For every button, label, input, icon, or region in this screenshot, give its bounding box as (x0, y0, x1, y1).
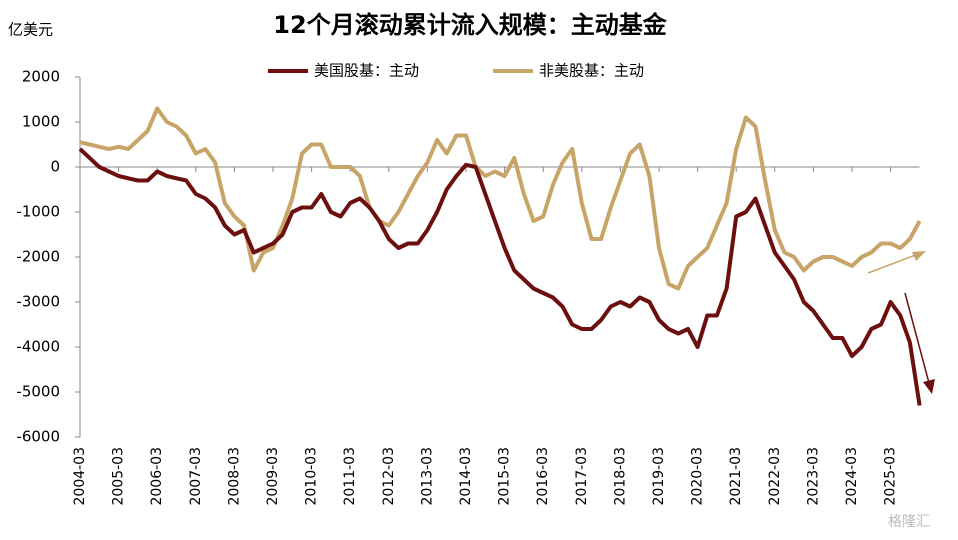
x-tick-label: 2020-03 (690, 447, 706, 506)
y-tick-label: -2000 (16, 248, 60, 266)
x-tick-label: 2021-03 (728, 447, 744, 506)
trend-arrow (904, 292, 930, 384)
y-tick-label: 0 (50, 158, 60, 176)
x-tick-label: 2015-03 (497, 447, 513, 506)
x-tick-label: 2018-03 (612, 447, 628, 506)
y-tick-label: -3000 (16, 293, 60, 311)
y-tick-label: 1000 (22, 113, 60, 131)
x-tick-label: 2019-03 (651, 447, 667, 506)
y-tick-label: -6000 (16, 428, 60, 446)
y-tick-label: -4000 (16, 338, 60, 356)
x-tick-label: 2024-03 (844, 447, 860, 506)
y-tick-label: -5000 (16, 383, 60, 401)
x-tick-label: 2009-03 (265, 447, 281, 506)
trend-arrow (867, 253, 919, 274)
watermark: 格隆汇 (888, 514, 930, 530)
x-tick-label: 2011-03 (342, 447, 358, 506)
x-tick-label: 2025-03 (883, 447, 899, 506)
y-tick-label: -1000 (16, 203, 60, 221)
x-tick-label: 2013-03 (419, 447, 435, 506)
x-tick-label: 2007-03 (188, 447, 204, 506)
x-tick-label: 2023-03 (805, 447, 821, 506)
x-tick-label: 2017-03 (574, 447, 590, 506)
x-tick-label: 2010-03 (304, 447, 320, 506)
x-tick-label: 2022-03 (767, 447, 783, 506)
x-tick-label: 2005-03 (111, 447, 127, 506)
legend-label: 非美股基：主动 (539, 62, 644, 80)
legend-label: 美国股基：主动 (314, 62, 419, 80)
series-line (79, 106, 922, 291)
y-tick-label: 2000 (22, 68, 60, 86)
chart-title: 12个月滚动累计流入规模：主动基金 (273, 11, 667, 39)
x-tick-label: 2004-03 (72, 447, 88, 506)
x-tick-label: 2016-03 (535, 447, 551, 506)
x-tick-label: 2006-03 (149, 447, 165, 506)
series-line (78, 147, 922, 406)
arrow-head (912, 251, 926, 261)
x-tick-label: 2014-03 (458, 447, 474, 506)
x-tick-label: 2012-03 (381, 447, 397, 506)
x-tick-label: 2008-03 (226, 447, 242, 506)
y-axis-label: 亿美元 (8, 21, 53, 39)
arrow-head (923, 379, 935, 394)
